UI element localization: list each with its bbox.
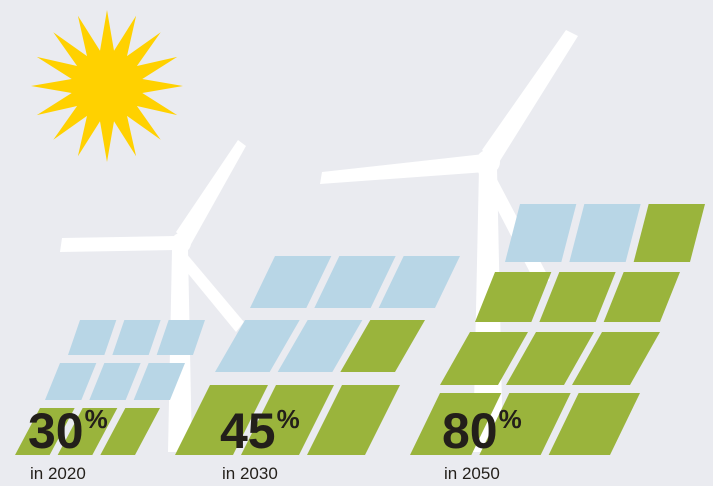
infographic: 30% in 2020 45% in 2030 80% in 2050	[0, 0, 713, 486]
sun	[31, 10, 183, 162]
year-caption: in 2030	[222, 464, 278, 483]
year-caption: in 2020	[30, 464, 86, 483]
percent-sign: %	[499, 404, 522, 434]
percentage: 30	[28, 403, 84, 459]
percent-sign: %	[277, 404, 300, 434]
percent-sign: %	[85, 404, 108, 434]
sun-star	[31, 10, 183, 162]
percentage: 80	[442, 403, 498, 459]
percentage: 45	[220, 403, 276, 459]
year-caption: in 2050	[444, 464, 500, 483]
